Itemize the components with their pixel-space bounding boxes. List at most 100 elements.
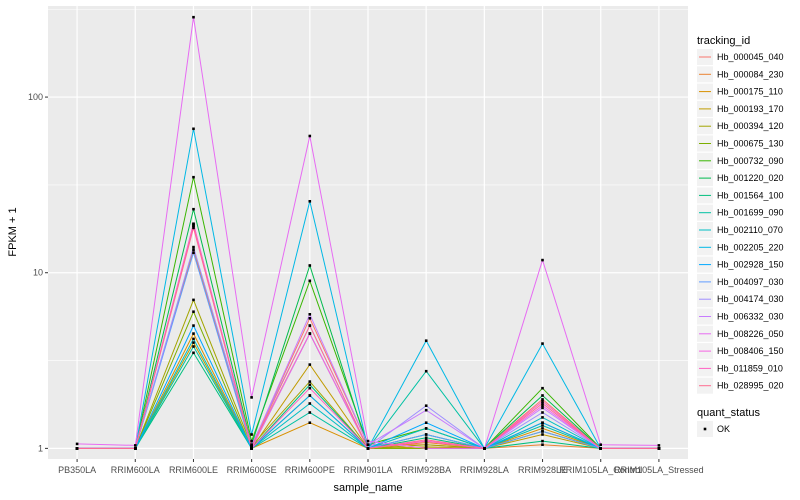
data-point xyxy=(75,442,79,446)
data-point xyxy=(308,386,312,390)
legend-label: Hb_002928_150 xyxy=(717,260,784,270)
data-point xyxy=(192,222,195,226)
shape-legend-point xyxy=(703,427,707,431)
data-point xyxy=(424,438,428,441)
data-point xyxy=(541,402,544,405)
data-point xyxy=(192,341,195,344)
series-points xyxy=(75,15,661,450)
data-point xyxy=(541,439,544,443)
data-point xyxy=(657,447,661,450)
x-tick-label: RRIM105LA_Control xyxy=(559,465,642,475)
data-point xyxy=(192,127,195,131)
x-tick-label: RRIM105LA_Stressed xyxy=(614,465,704,475)
data-point xyxy=(366,439,370,443)
data-point xyxy=(541,411,544,414)
data-point xyxy=(366,443,370,446)
data-point xyxy=(250,396,253,399)
data-point xyxy=(541,424,544,427)
data-point xyxy=(599,447,602,450)
data-point xyxy=(308,380,312,383)
data-point xyxy=(424,441,428,444)
data-point xyxy=(308,402,312,405)
x-tick-label: RRIM928LA xyxy=(460,465,509,475)
data-point xyxy=(192,332,195,335)
data-point xyxy=(192,345,195,348)
data-point xyxy=(541,427,544,430)
x-tick-label: RRIM901LA xyxy=(343,465,392,475)
data-point xyxy=(424,436,428,439)
legend-label: Hb_011859_010 xyxy=(717,363,783,373)
data-point xyxy=(541,421,544,424)
legend-label: Hb_004097_030 xyxy=(717,277,784,287)
data-point xyxy=(424,443,428,446)
data-point xyxy=(192,207,195,211)
x-tick-label: PB350LA xyxy=(58,465,96,475)
legend-title: tracking_id xyxy=(697,35,750,47)
legend-label: Hb_002205_220 xyxy=(717,242,784,252)
data-point xyxy=(192,15,195,19)
data-point xyxy=(308,200,312,203)
data-point xyxy=(308,279,312,283)
data-point xyxy=(541,386,544,390)
data-point xyxy=(541,398,544,401)
x-tick-label: RRIM928BA xyxy=(401,465,451,475)
legend-label: Hb_008226_050 xyxy=(717,329,784,339)
x-tick-label: RRIM600SE xyxy=(227,465,277,475)
data-point xyxy=(192,224,195,228)
data-point xyxy=(424,433,428,436)
x-axis-title: sample_name xyxy=(333,482,402,494)
data-point xyxy=(541,406,544,410)
data-point xyxy=(192,324,195,327)
data-point xyxy=(308,421,312,424)
data-point xyxy=(308,383,312,387)
legend-label: Hb_008406_150 xyxy=(717,346,784,356)
data-point xyxy=(424,427,428,430)
data-point xyxy=(424,369,428,373)
data-point xyxy=(308,264,312,267)
data-point xyxy=(599,443,602,446)
legend-label: Hb_001564_100 xyxy=(717,190,784,200)
legend-label: Hb_000394_120 xyxy=(717,121,784,131)
data-point xyxy=(308,394,312,397)
legend-label: Hb_000193_170 xyxy=(717,104,784,114)
legend-label: Hb_000084_230 xyxy=(717,69,784,79)
shape-legend-label: OK xyxy=(717,424,730,434)
data-point xyxy=(424,445,428,449)
shape-legend: quant_status OK xyxy=(697,407,760,437)
y-tick-label: 100 xyxy=(28,92,43,102)
y-tick-label: 10 xyxy=(33,268,43,278)
data-point xyxy=(424,404,428,407)
data-point xyxy=(134,447,137,450)
data-point xyxy=(250,443,253,446)
y-axis: 1 10 100 xyxy=(28,92,48,453)
shape-legend-title: quant_status xyxy=(697,407,760,419)
data-point xyxy=(657,444,661,447)
data-point xyxy=(75,447,79,450)
data-point xyxy=(541,404,544,407)
data-point xyxy=(192,251,195,254)
legend-label: Hb_006332_030 xyxy=(717,312,784,322)
data-point xyxy=(424,439,428,443)
legend-label: Hb_000175_110 xyxy=(717,87,783,97)
data-point xyxy=(192,226,195,230)
data-point xyxy=(424,421,428,424)
x-tick-label: RRIM600LE xyxy=(169,465,218,475)
data-point xyxy=(424,447,428,450)
legend-label: Hb_002110_070 xyxy=(717,225,783,235)
data-point xyxy=(308,411,312,414)
data-point xyxy=(308,363,312,366)
data-point xyxy=(541,433,544,436)
data-point xyxy=(192,351,195,355)
data-point xyxy=(192,175,195,179)
data-point xyxy=(134,444,137,447)
x-tick-label: RRIM600PE xyxy=(285,465,335,475)
color-legend: tracking_id Hb_000045_040 Hb_000084_230 Hb… xyxy=(697,35,784,394)
legend-label: Hb_000045_040 xyxy=(717,52,784,62)
data-point xyxy=(192,298,195,302)
legend-label: Hb_000732_090 xyxy=(717,156,784,166)
data-point xyxy=(250,433,253,436)
major-gridlines xyxy=(48,6,688,459)
data-point xyxy=(192,245,195,249)
legend-label: Hb_001699_090 xyxy=(717,208,784,218)
